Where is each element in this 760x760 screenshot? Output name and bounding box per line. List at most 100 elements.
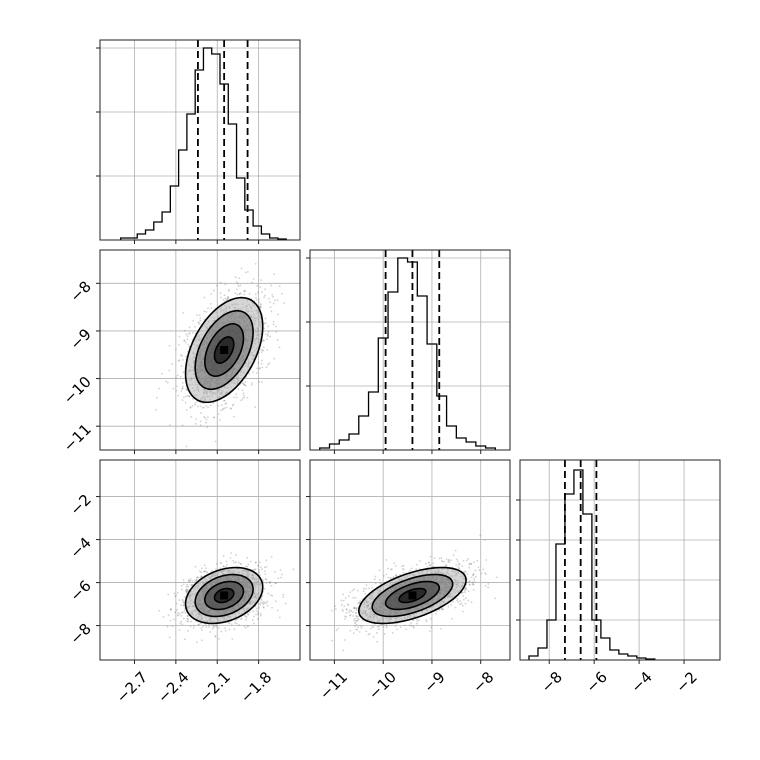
scatter-point (210, 307, 213, 310)
scatter-point (261, 359, 263, 362)
histogram-bin (146, 230, 154, 240)
scatter-point (158, 387, 161, 390)
histogram-bin (170, 186, 178, 240)
scatter-point (186, 588, 189, 591)
histogram-bin (261, 234, 269, 240)
contour-line (194, 309, 254, 391)
scatter-point (353, 607, 356, 610)
scatter-point (195, 576, 198, 579)
scatter-point (174, 595, 176, 598)
scatter-point (186, 583, 189, 586)
scatter-point (180, 364, 183, 367)
histogram-bin (437, 396, 447, 450)
scatter-point (250, 560, 252, 563)
scatter-point (223, 300, 226, 302)
scatter-point (203, 310, 206, 313)
histogram-bin (538, 648, 547, 660)
scatter-point (199, 317, 202, 320)
scatter-point (261, 594, 264, 597)
scatter-point (222, 408, 224, 411)
scatter-point (201, 406, 204, 409)
scatter-point (186, 590, 189, 593)
scatter-point (270, 556, 273, 558)
scatter-point (252, 569, 255, 571)
scatter-point (412, 625, 415, 628)
scatter-point (268, 362, 271, 365)
scatter-point (195, 578, 198, 581)
scatter-point (243, 625, 246, 628)
scatter-point (274, 325, 277, 328)
scatter-point (200, 639, 203, 642)
scatter-point (259, 614, 262, 617)
scatter-point (276, 609, 279, 612)
scatter-point (184, 611, 187, 614)
scatter-point (187, 615, 189, 617)
scatter-point (262, 606, 265, 609)
scatter-point (240, 563, 243, 566)
scatter-point (176, 374, 179, 377)
scatter-point (213, 416, 215, 419)
scatter-point (255, 613, 257, 616)
scatter-point (228, 288, 231, 291)
scatter-point (255, 299, 258, 301)
scatter-point (274, 299, 276, 302)
scatter-point (425, 619, 427, 621)
scatter-point (190, 584, 192, 586)
scatter-point (264, 573, 267, 575)
scatter-point (186, 617, 189, 620)
scatter-point (274, 582, 277, 585)
scatter-point (261, 366, 264, 369)
scatter-point (186, 620, 189, 623)
scatter-point (177, 591, 179, 594)
scatter-point (185, 592, 188, 595)
scatter-point (260, 362, 263, 365)
scatter-point (236, 293, 239, 296)
scatter-point (267, 325, 270, 328)
scatter-point (390, 568, 393, 571)
scatter-point (194, 422, 197, 425)
scatter-point (188, 333, 190, 335)
scatter-point (244, 380, 247, 383)
histogram-bin (349, 434, 359, 450)
scatter-point (179, 622, 182, 625)
scatter-point (259, 348, 262, 351)
scatter-point (205, 421, 207, 424)
scatter-point (173, 592, 176, 595)
scatter-point (270, 310, 273, 313)
scatter-point (178, 343, 180, 346)
scatter-point (257, 564, 260, 567)
scatter-point (189, 625, 192, 628)
scatter-point (273, 273, 275, 275)
histogram-bin (556, 544, 565, 660)
scatter-point (188, 395, 191, 398)
scatter-point (277, 577, 280, 580)
scatter-point (160, 372, 163, 375)
scatter-point (211, 627, 214, 630)
scatter-point (183, 638, 186, 641)
scatter-point (197, 576, 200, 579)
scatter-point (224, 566, 227, 569)
scatter-point (171, 625, 174, 628)
scatter-point (260, 599, 263, 601)
scatter-point (274, 600, 277, 603)
scatter-point (176, 614, 179, 617)
scatter-point (189, 406, 192, 409)
scatter-point (258, 298, 261, 301)
density-peak (220, 346, 229, 354)
scatter-point (200, 571, 203, 574)
scatter-point (173, 618, 175, 621)
axes-frame (309, 249, 511, 451)
scatter-point (418, 619, 420, 622)
scatter-point (264, 578, 267, 580)
scatter-point (368, 633, 371, 635)
scatter-point (259, 307, 262, 309)
scatter-point (223, 399, 225, 402)
scatter-point (185, 409, 188, 411)
scatter-point (216, 284, 218, 287)
scatter-point (212, 289, 215, 292)
scatter-point (181, 399, 184, 401)
histogram-step-line (120, 47, 287, 240)
scatter-point (219, 296, 222, 299)
axes-frame (99, 39, 301, 241)
